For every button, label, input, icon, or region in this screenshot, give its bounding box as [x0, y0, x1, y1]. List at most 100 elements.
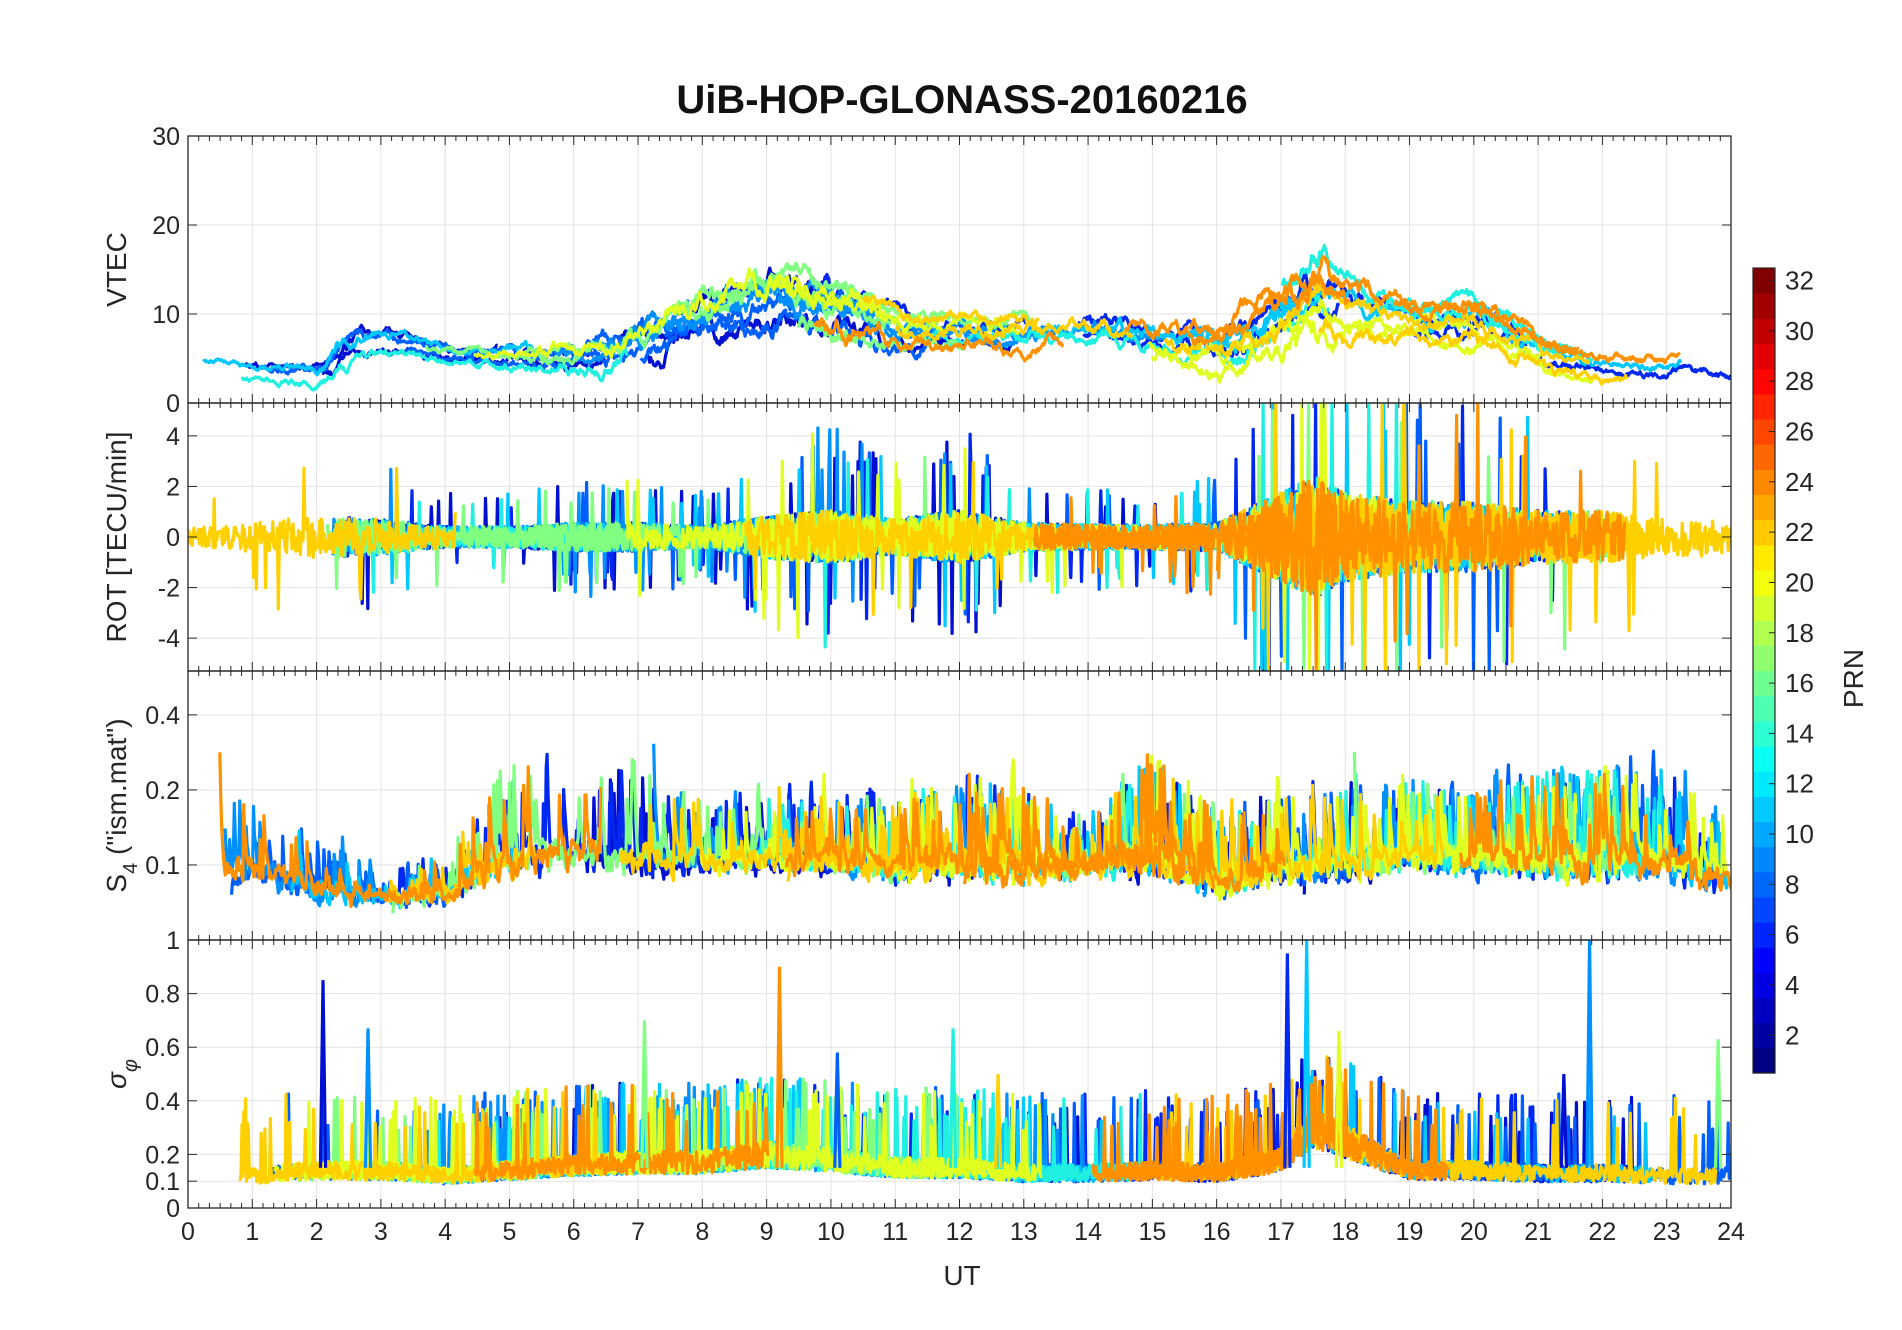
sigma-spike — [363, 1028, 373, 1168]
series-line-prn-23 — [1107, 1066, 1450, 1183]
colorbar-tick-label: 4 — [1785, 970, 1799, 1000]
sigma-spike — [318, 980, 328, 1168]
colorbar-tick-label: 20 — [1785, 567, 1814, 597]
x-tick-label: 2 — [310, 1218, 324, 1246]
colorbar-band — [1753, 947, 1775, 973]
y-tick-label: 0 — [166, 390, 180, 418]
colorbar-band — [1753, 871, 1775, 898]
y-tick-label: 0.1 — [145, 852, 180, 880]
colorbar-band — [1753, 972, 1775, 999]
colorbar-tick-label: 12 — [1785, 769, 1814, 799]
series-line-prn-21 — [1454, 1096, 1718, 1186]
x-tick-label: 14 — [1074, 1218, 1102, 1246]
series-line-prn-5 — [1405, 318, 1731, 381]
x-tick-label: 7 — [631, 1218, 645, 1246]
y-tick-label: 0.2 — [145, 777, 180, 805]
sigma-spike — [1585, 940, 1594, 1168]
colorbar-tick-label: 8 — [1785, 869, 1799, 899]
panel-vtec: 0 10 20 30 VTEC — [101, 123, 1732, 418]
series-line-prn-23 — [784, 763, 1216, 890]
y-tick-label: 20 — [152, 212, 180, 240]
x-tick-label: 11 — [882, 1218, 908, 1246]
colorbar-band — [1753, 318, 1775, 345]
x-tick-label: 21 — [1524, 1218, 1552, 1246]
y-axis-label-s4: S4 ("ism.mat") — [101, 718, 142, 892]
series-line-prn-23 — [1188, 255, 1580, 356]
colorbar-band — [1753, 922, 1775, 948]
x-tick-label: 1 — [245, 1218, 259, 1246]
series-line-prn-16 — [391, 757, 756, 914]
series-group — [188, 403, 1731, 671]
series-line-prn-21 — [861, 294, 1041, 327]
y-tick-label: 0.6 — [145, 1034, 180, 1062]
series-line-prn-16 — [424, 341, 584, 361]
x-tick-label: 18 — [1331, 1218, 1359, 1246]
colorbar-band — [1753, 444, 1775, 470]
colorbar-tick-label: 10 — [1785, 819, 1814, 849]
x-tick-label: 12 — [946, 1218, 974, 1246]
panel-s4: 0.1 0.2 0.4S4 ("ism.mat") — [101, 670, 1732, 941]
colorbar-tick-label: 14 — [1785, 718, 1814, 748]
sigma-spike — [1559, 1073, 1569, 1168]
series-line-prn-19 — [888, 1086, 1043, 1182]
colorbar-band — [1753, 796, 1775, 823]
colorbar-tick-label: 26 — [1785, 417, 1814, 447]
y-tick-label: 0.4 — [145, 702, 180, 730]
sigma-spike — [1334, 1031, 1343, 1168]
series-group — [238, 940, 1731, 1186]
x-tick-label: 20 — [1460, 1218, 1488, 1246]
colorbar-band — [1753, 771, 1775, 797]
colorbar-tick-label: 6 — [1785, 920, 1799, 950]
x-tick-label: 0 — [181, 1218, 195, 1246]
y-tick-label: 0.2 — [145, 1141, 180, 1169]
colorbar-band — [1753, 846, 1775, 873]
y-tick-label: 10 — [152, 301, 180, 329]
y-tick-label: 30 — [152, 123, 180, 151]
colorbar-band — [1753, 1047, 1775, 1074]
series-line-prn-9 — [223, 799, 376, 908]
sigma-spike — [1302, 940, 1311, 1168]
panel-rot: -4 -2 0 2 4 ROT [TECU/min] — [101, 402, 1732, 672]
colorbar-tick-label: 32 — [1785, 266, 1814, 296]
x-tick-label: 9 — [760, 1218, 774, 1246]
x-tick-label: 22 — [1589, 1218, 1617, 1246]
x-tick-label: 24 — [1717, 1218, 1745, 1246]
series-line-prn-21 — [743, 460, 1060, 616]
colorbar-band — [1753, 720, 1775, 747]
colorbar-band — [1753, 494, 1775, 521]
x-tick-label: 5 — [503, 1218, 517, 1246]
series-line-prn-11 — [1034, 297, 1306, 355]
y-axis-label-rot: ROT [TECU/min] — [101, 431, 132, 642]
colorbar-band — [1753, 393, 1775, 420]
sigma-spike — [993, 1073, 1003, 1168]
series-line-prn-19 — [769, 275, 1021, 336]
x-tick-label: 3 — [374, 1218, 388, 1246]
x-tick-label: 17 — [1267, 1218, 1295, 1246]
colorbar-band — [1753, 418, 1775, 445]
x-tick-label: 23 — [1653, 1218, 1681, 1246]
colorbar-tick-label: 2 — [1785, 1020, 1799, 1050]
colorbar-band — [1753, 896, 1775, 923]
series-group — [218, 743, 1731, 914]
y-tick-label: 0 — [166, 524, 180, 552]
y-tick-label: 2 — [166, 473, 180, 501]
colorbar-frame — [1752, 267, 1776, 1074]
series-line-prn-21 — [188, 466, 457, 611]
series-line-prn-23 — [1458, 772, 1731, 892]
series-line-prn-23 — [218, 752, 603, 909]
series-line-prn-21 — [1043, 775, 1445, 892]
colorbar-band — [1753, 544, 1775, 571]
colorbar-tick-label: 18 — [1785, 618, 1814, 648]
series-line-prn-21 — [1163, 282, 1591, 364]
series-line-prn-23 — [813, 317, 1065, 363]
colorbar-tick-label: 16 — [1785, 668, 1814, 698]
chart-title: UiB-HOP-GLONASS-20160216 — [676, 78, 1247, 122]
series-line-prn-21 — [894, 316, 1134, 342]
y-tick-label: 0.8 — [145, 981, 180, 1009]
x-tick-label: 19 — [1396, 1218, 1424, 1246]
x-tick-label: 10 — [817, 1218, 845, 1246]
x-axis-label: UT — [943, 1260, 980, 1291]
sigma-spike — [833, 1052, 842, 1168]
series-group — [202, 243, 1731, 392]
